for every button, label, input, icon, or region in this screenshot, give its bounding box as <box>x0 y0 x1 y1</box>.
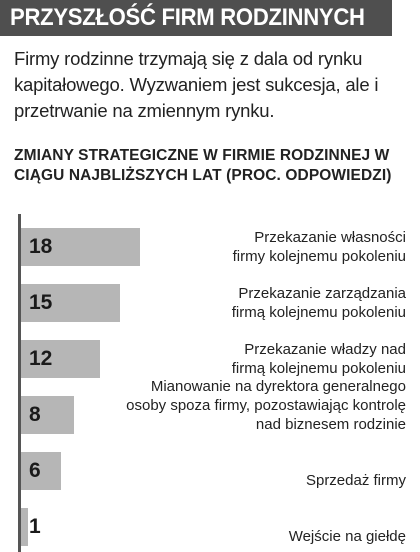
bar-value-label: 18 <box>29 235 53 258</box>
bar-category-label: Przekazanie władzy nad firmą kolejnemu p… <box>231 341 406 377</box>
bar-category-label: Przekazanie własności firmy kolejnemu po… <box>232 229 406 265</box>
bar <box>21 396 74 434</box>
bar-row: 12 Przekazanie władzy nad firmą kolejnemu… <box>0 326 420 382</box>
chart-title: ZMIANY STRATEGICZNE W FIRMIE RODZINNEJ W… <box>14 147 392 184</box>
bar <box>21 228 140 266</box>
bar-category-label: Sprzedaż firmy <box>305 472 406 489</box>
bar-value-label: 8 <box>29 403 41 426</box>
header-band <box>0 0 392 36</box>
page-title: PRZYSZŁOŚĆ FIRM RODZINNYCH <box>10 4 365 31</box>
bar-category-label: Wejście na giełdę <box>288 528 406 545</box>
bar-chart: 18 Przekazanie własności firmy kolejnemu … <box>0 214 420 552</box>
bar <box>21 508 28 546</box>
bar-value-label: 6 <box>29 459 41 482</box>
bar-row: 6 Sprzedaż firmy <box>0 438 420 494</box>
bar-row: 8 Mianowanie na dyrektora generalnego oso… <box>0 378 420 438</box>
bar-category-label: Mianowanie na dyrektora generalnego osob… <box>126 378 406 433</box>
bar <box>21 452 61 490</box>
lead-text: Firmy rodzinne trzymają się z dala od ry… <box>14 48 379 121</box>
bar-row: 15 Przekazanie zarządzania firmą kolejnem… <box>0 270 420 326</box>
bar-value-label: 15 <box>29 291 53 314</box>
bar <box>21 284 120 322</box>
bar-row: 18 Przekazanie własności firmy kolejnemu … <box>0 214 420 270</box>
y-axis-line <box>18 214 21 552</box>
bar-value-label: 12 <box>29 347 53 370</box>
header: PRZYSZŁOŚĆ FIRM RODZINNYCH <box>0 0 420 36</box>
bar-value-label: 1 <box>29 515 41 538</box>
bar <box>21 340 101 378</box>
bar-category-label: Przekazanie zarządzania firmą kolejnemu … <box>231 285 406 321</box>
bar-row: 1 Wejście na giełdę <box>0 494 420 550</box>
